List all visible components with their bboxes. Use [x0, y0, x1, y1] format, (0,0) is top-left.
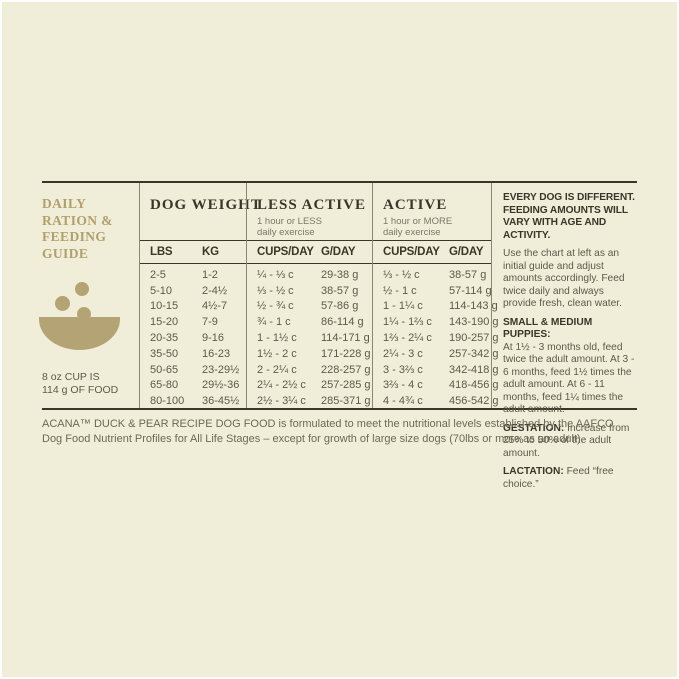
panel-title: DAILY RATION & FEEDING GUIDE	[42, 196, 113, 261]
less-active-title: LESS ACTIVE	[257, 197, 366, 213]
table-row: 1 - 1½ c 114-171 g	[257, 332, 370, 345]
table-row: ¾ - 1 c 86-114 g	[257, 316, 364, 329]
table-row: 65-80 29½-36	[150, 379, 240, 392]
table-row: 5-10 2-4½	[150, 284, 228, 297]
feeding-guide-sheet: DAILY RATION & FEEDING GUIDE 8 oz CUP IS…	[39, 181, 637, 490]
info-heading: EVERY DOG IS DIFFERENT. FEEDING AMOUNTS …	[503, 192, 635, 241]
cup-note-line1: 8 oz CUP IS	[42, 371, 100, 383]
table-row: 2¼ - 3 c 257-342 g	[383, 347, 499, 360]
cup-note-line2: 114 g OF FOOD	[42, 383, 119, 396]
bowl-shape	[39, 317, 120, 350]
dog-weight-title: DOG WEIGHT	[150, 197, 262, 213]
table-row: 2½ - 3¼ c 285-371 g	[257, 395, 371, 408]
lactation-label: LACTATION:	[503, 466, 564, 477]
kibble-dot	[55, 296, 70, 311]
active-title: ACTIVE	[383, 197, 448, 213]
active-subtitle: 1 hour or MORE daily exercise	[383, 216, 453, 238]
cups-column-header: CUPS/DAY	[257, 246, 314, 258]
table-row: ½ - 1 c 57-114 g	[383, 284, 492, 297]
grams-column-header: G/DAY	[449, 246, 484, 258]
table-row: 2 - 2¼ c 228-257 g	[257, 363, 371, 376]
table-row: 1½ - 2 c 171-228 g	[257, 347, 371, 360]
dog-weight-rows: 2-5 1-2 5-10 2-4½ 10-15 4½-7 15-20 7-9 20-35…	[140, 264, 246, 409]
table-row: 35-50 16-23	[150, 347, 231, 360]
table-row: 1¼ - 1⅔ c 143-190 g	[383, 316, 499, 329]
food-bowl-icon	[39, 280, 139, 365]
dog-weight-header: DOG WEIGHT	[140, 183, 262, 240]
grams-column-header: G/DAY	[321, 246, 356, 258]
table-row: 1⅔ - 2¼ c 190-257 g	[383, 332, 499, 345]
table-row: 4 - 4¾ c 456-542 g	[383, 395, 499, 408]
feeding-info-panel: EVERY DOG IS DIFFERENT. FEEDING AMOUNTS …	[491, 183, 636, 490]
table-row: 80-100 36-45½	[150, 395, 240, 408]
less-active-header: LESS ACTIVE 1 hour or LESS daily exercis…	[247, 183, 372, 240]
table-row: ⅓ - ½ c 38-57 g	[257, 284, 359, 297]
cup-measure-note: 8 oz CUP IS 114 g OF FOOD	[42, 371, 118, 396]
kibble-dot	[75, 282, 89, 296]
less-active-subtitle: 1 hour or LESS daily exercise	[257, 216, 322, 238]
daily-ration-panel: DAILY RATION & FEEDING GUIDE 8 oz CUP IS…	[39, 183, 139, 408]
active-column: ACTIVE 1 hour or MORE daily exercise CUP…	[372, 183, 499, 409]
kg-column-header: KG	[202, 246, 219, 258]
table-row: 20-35 9-16	[150, 332, 225, 345]
dog-weight-subheader: LBS KG	[140, 240, 246, 264]
lactation-text: Feed “free choice.”	[503, 466, 614, 490]
cups-column-header: CUPS/DAY	[383, 246, 440, 258]
less-active-column: LESS ACTIVE 1 hour or LESS daily exercis…	[246, 183, 372, 408]
table-row: 10-15 4½-7	[150, 300, 228, 313]
lbs-column-header: LBS	[150, 246, 173, 258]
table-row: 50-65 23-29½	[150, 363, 240, 376]
table-row: ⅓ - ½ c 38-57 g	[383, 268, 487, 281]
dog-weight-column: DOG WEIGHT LBS KG 2-5 1-2 5-10 2-4½ 10-15 4…	[139, 183, 262, 409]
gestation-label: GESTATION:	[503, 422, 565, 434]
gestation-text: Increase from 25% to 50% of the adult am…	[503, 422, 630, 459]
table-row: ¼ - ⅓ c 29-38 g	[257, 268, 359, 281]
table-row: ½ - ¾ c 57-86 g	[257, 300, 359, 313]
table-row: 1 - 1¼ c 114-143 g	[383, 300, 498, 313]
top-rule	[42, 181, 637, 183]
puppies-label: SMALL & MEDIUM PUPPIES:	[503, 316, 593, 341]
info-intro: Use the chart at left as an initial guid…	[503, 248, 625, 309]
table-row: 15-20 7-9	[150, 316, 218, 329]
puppies-note: SMALL & MEDIUM PUPPIES: At 1½ - 3 months…	[503, 317, 636, 417]
active-header: ACTIVE 1 hour or MORE daily exercise	[373, 183, 491, 240]
gestation-note: GESTATION: Increase from 25% to 50% of t…	[503, 423, 636, 461]
less-active-rows: ¼ - ⅓ c 29-38 g ⅓ - ½ c 38-57 g ½ - ¾ c 57-…	[247, 264, 372, 409]
less-active-subheader: CUPS/DAY G/DAY	[247, 240, 372, 264]
feeding-guide-table: DAILY RATION & FEEDING GUIDE 8 oz CUP IS…	[39, 183, 637, 490]
lactation-note: LACTATION: Feed “free choice.”	[503, 466, 636, 491]
active-subheader: CUPS/DAY G/DAY	[373, 240, 491, 264]
puppies-text: At 1½ - 3 months old, feed twice the adu…	[503, 341, 635, 416]
table-row: 3 - 3⅔ c 342-418 g	[383, 363, 499, 376]
table-row: 2-5 1-2	[150, 268, 218, 281]
aafco-footnote: ACANA™ DUCK & PEAR RECIPE DOG FOOD is fo…	[42, 418, 614, 445]
table-row: 3⅔ - 4 c 418-456 g	[383, 379, 499, 392]
table-row: 2¼ - 2½ c 257-285 g	[257, 379, 371, 392]
